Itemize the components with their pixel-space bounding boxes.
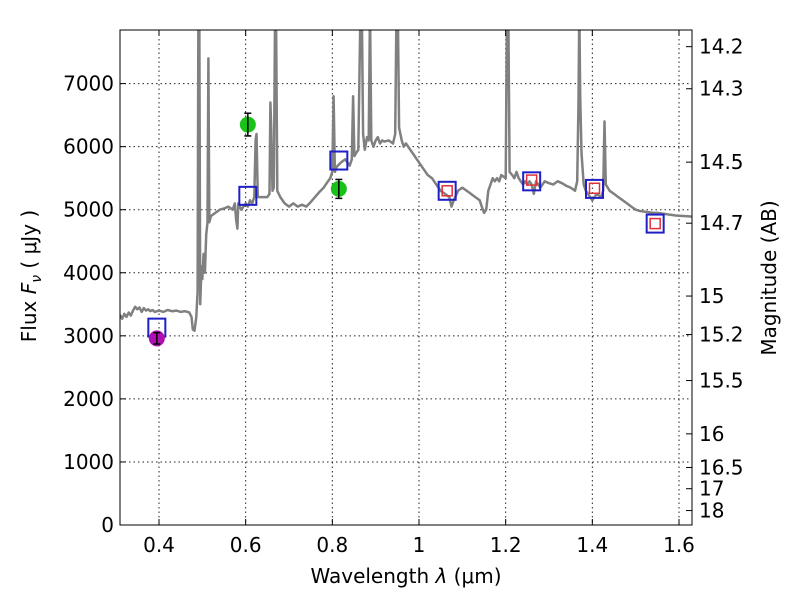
y-tick-label: 7000 [63, 72, 114, 96]
observed-small-marker [441, 185, 453, 197]
x-tick-label: 1.2 [490, 533, 522, 557]
x-tick-label: 1.6 [663, 533, 695, 557]
x-tick-labels: 0.4 0.6 0.8 1 1.2 1.4 1.6 [143, 533, 695, 557]
model-photometry-marker [329, 150, 349, 171]
model-photometry-marker [585, 178, 604, 199]
y-tick-label: 6000 [63, 135, 114, 159]
x-axis-title-symbol: λ [434, 564, 447, 588]
observed-small-marker [525, 174, 538, 186]
model-photometry-marker [238, 185, 258, 206]
spectrum-line [120, 30, 692, 333]
model-photometry-marker [522, 171, 542, 192]
observed-small-marker [649, 217, 661, 230]
observed-small-marker [588, 182, 601, 195]
y2-tick-label: 16.5 [699, 455, 744, 479]
x-axis-title: Wavelength λ (μm) [310, 564, 501, 588]
y-tick-label: 3000 [63, 324, 114, 348]
y-tick-label: 2000 [63, 387, 114, 411]
model-photometry-marker [437, 180, 457, 201]
x-axis-title-prefix: Wavelength [310, 564, 435, 588]
x-axis-title-unit: (μm) [447, 564, 501, 588]
spectrum-layer [120, 30, 692, 333]
ticks-layer [120, 30, 692, 526]
x-tick-label: 0.6 [230, 533, 262, 557]
plot-frame [119, 29, 693, 526]
y-tick-label: 5000 [63, 198, 114, 222]
y-tick-label: 1000 [63, 450, 114, 474]
y2-tick-label: 14.3 [699, 77, 744, 101]
y2-tick-label: 16 [699, 422, 724, 446]
y-axis-title-unit: ( μJy ) [17, 210, 41, 275]
y-axis-title: Flux Fν ( μJy ) [17, 210, 45, 342]
y2-tick-label: 14.2 [699, 35, 744, 59]
grid-lines [120, 30, 692, 525]
x-tick-label: 0.4 [143, 533, 175, 557]
x-tick-label: 1.4 [576, 533, 608, 557]
y-axis-title-symbol: F [17, 282, 41, 294]
y2-tick-label: 14.7 [699, 211, 744, 235]
y2-tick-label: 15.5 [699, 369, 744, 393]
y2-tick-label: 15 [699, 284, 724, 308]
y-axis-title-subscript: ν [29, 275, 45, 283]
y2-tick-label: 17 [699, 477, 724, 501]
model-photometry-marker [645, 213, 665, 234]
y2-tick-label: 18 [699, 499, 724, 523]
x-tick-label: 0.8 [316, 533, 348, 557]
y2-tick-label: 14.5 [699, 150, 744, 174]
y-tick-label: 0 [101, 513, 114, 537]
markers-layer [147, 112, 665, 347]
y-axis-title-prefix: Flux [17, 294, 41, 342]
y-tick-label: 4000 [63, 261, 114, 285]
y2-tick-label: 15.2 [699, 323, 744, 347]
y2-axis-title: Magnitude (AB) [757, 200, 781, 355]
x-tick-label: 1 [413, 533, 426, 557]
y-tick-labels: 0 1000 2000 3000 4000 5000 6000 7000 [63, 72, 114, 537]
